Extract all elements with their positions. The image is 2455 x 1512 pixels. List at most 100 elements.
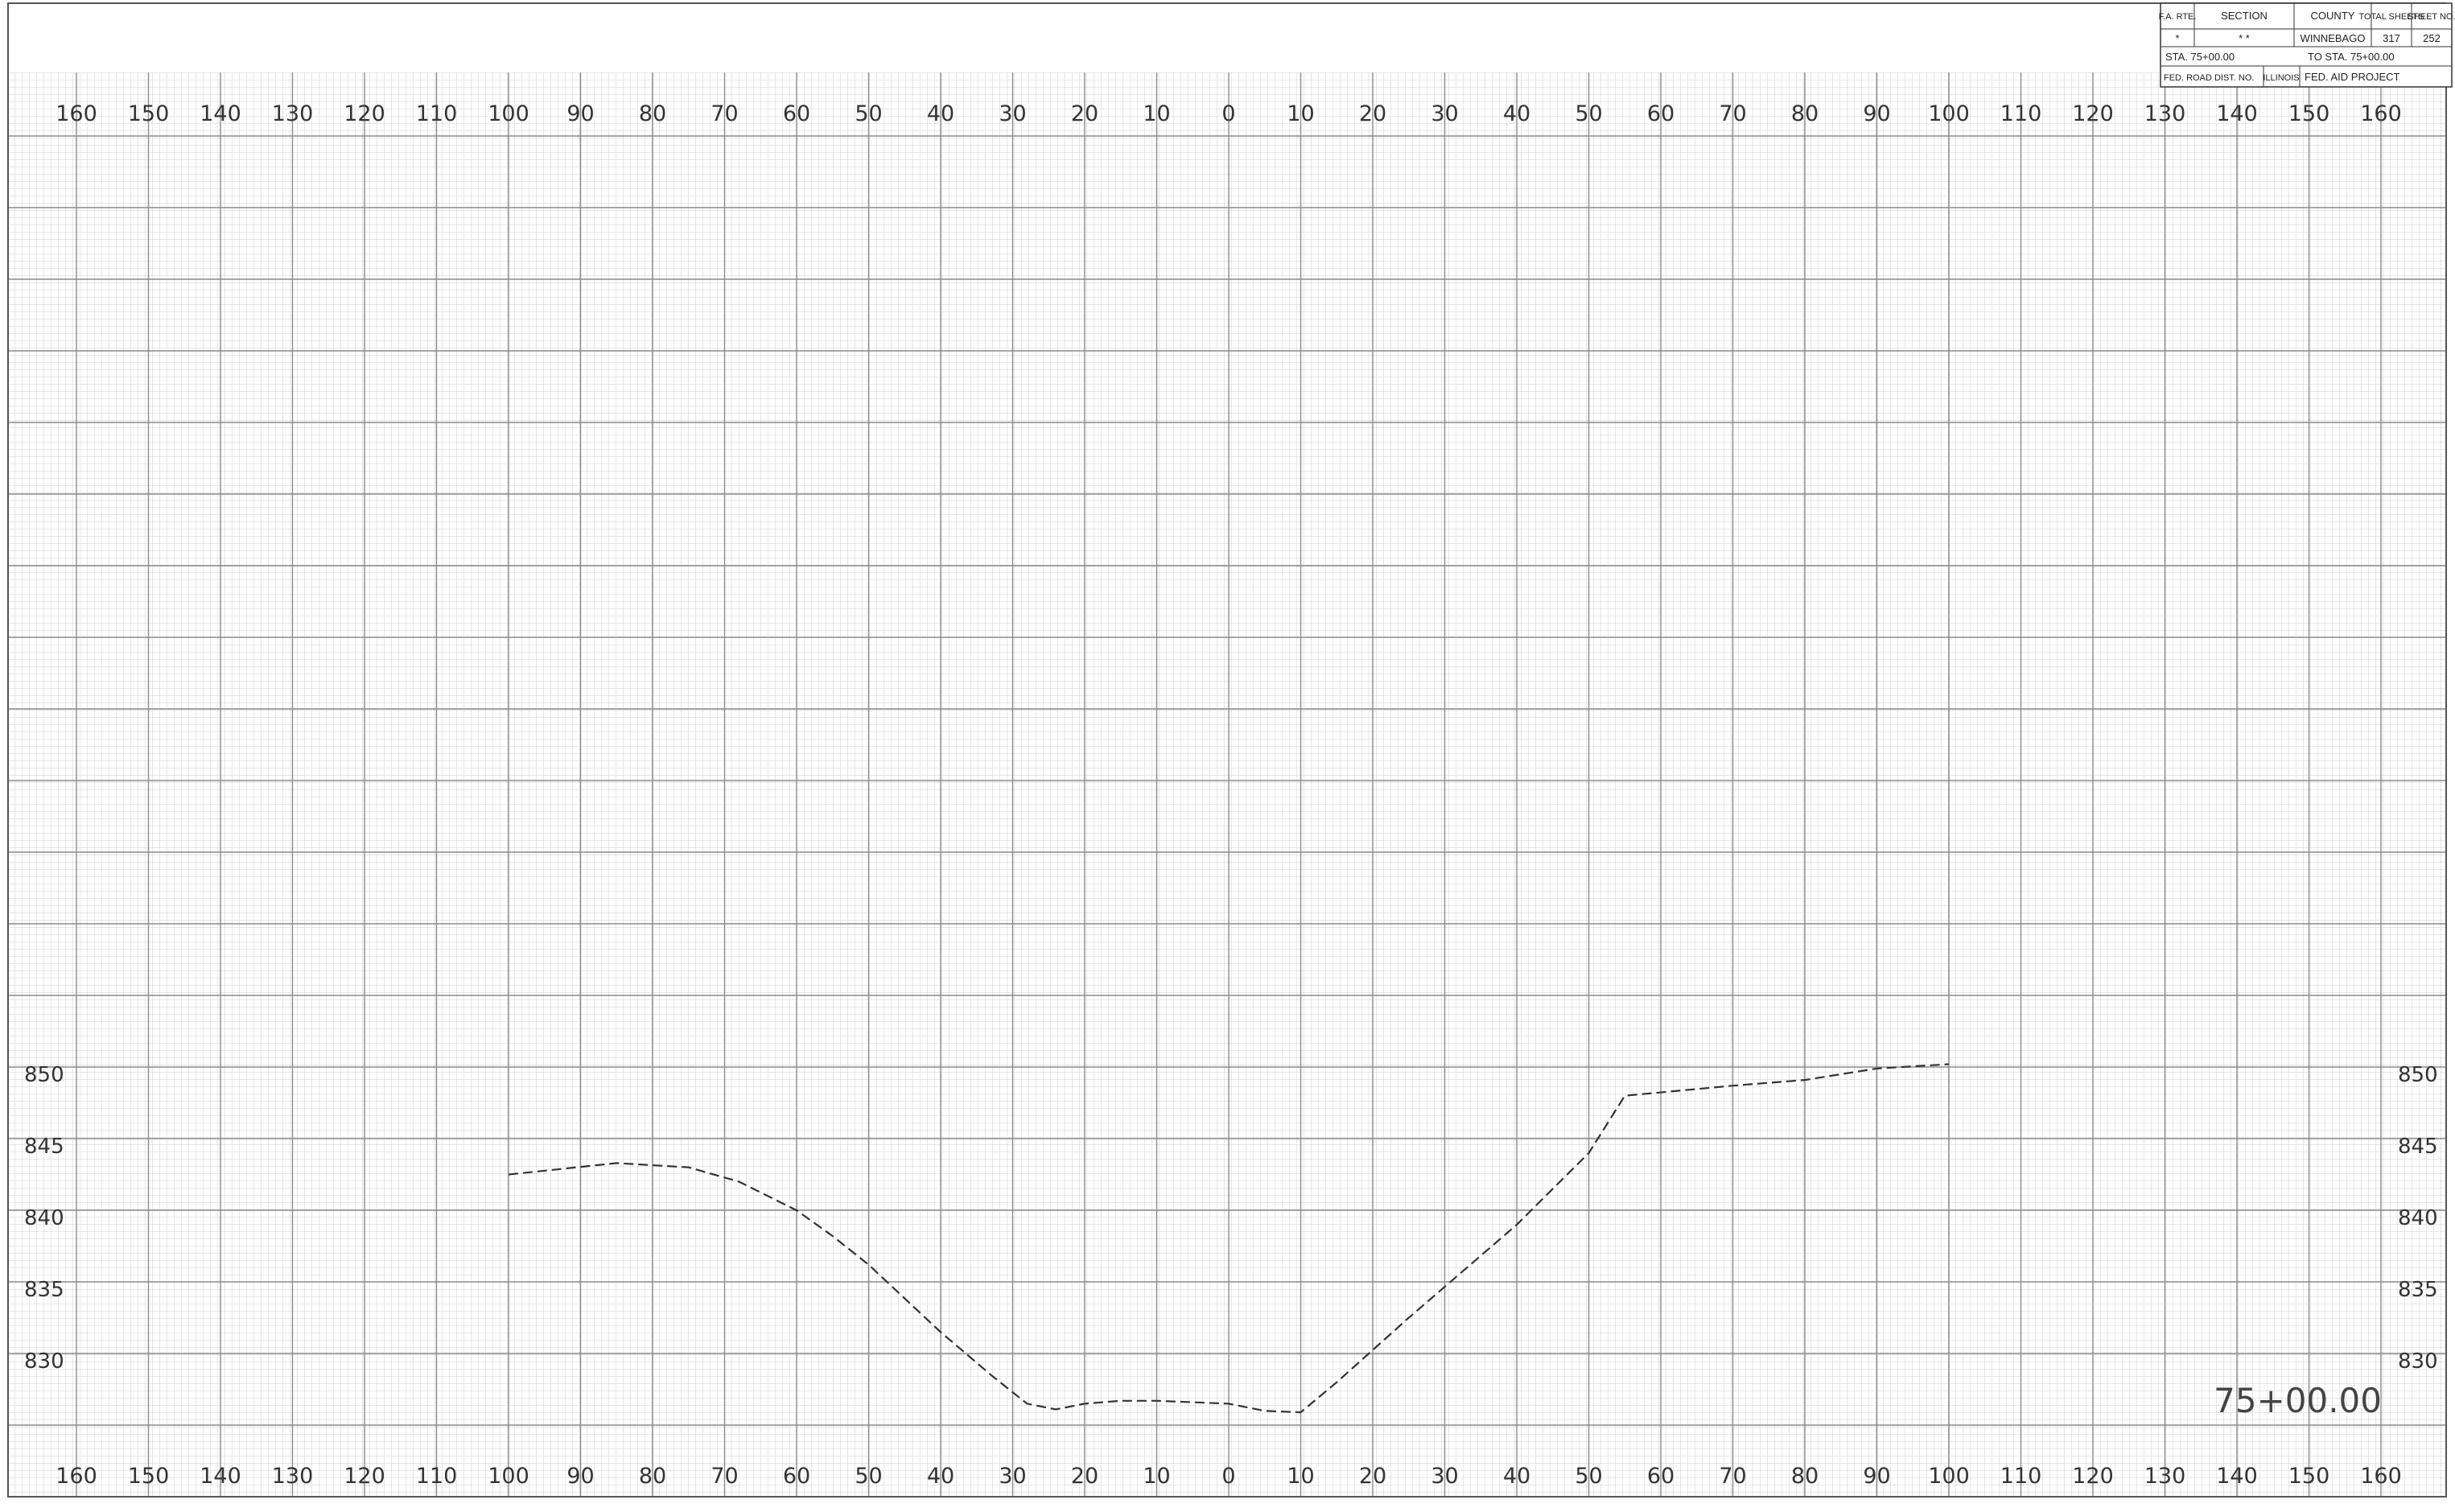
- section-label: SECTION: [2221, 10, 2268, 22]
- x-tick-label-top: 60: [1647, 101, 1674, 126]
- x-tick-label-top: 140: [2216, 101, 2258, 126]
- sta-to: TO STA. 75+00.00: [2308, 51, 2395, 63]
- x-tick-label-bottom: 50: [1575, 1464, 1602, 1489]
- x-tick-label-bottom: 110: [416, 1464, 458, 1489]
- x-tick-label-top: 90: [566, 101, 594, 126]
- x-tick-label-bottom: 120: [344, 1464, 385, 1489]
- x-tick-label-top: 20: [1359, 101, 1386, 126]
- x-tick-label-bottom: 110: [2000, 1464, 2042, 1489]
- fine-grid: [8, 72, 2446, 1497]
- x-tick-label-top: 20: [1071, 101, 1098, 126]
- x-tick-label-top: 150: [128, 101, 170, 126]
- y-axis-right: 850 845 840 835 830: [2398, 1063, 2438, 1374]
- x-tick-label-top: 10: [1287, 101, 1314, 126]
- y-tick-label-left: 850: [24, 1063, 64, 1087]
- x-tick-label-bottom: 70: [711, 1464, 738, 1489]
- total-sheets-value: 317: [2383, 32, 2400, 44]
- county-label: COUNTY: [2311, 10, 2355, 22]
- y-tick-label-right: 830: [2398, 1349, 2438, 1374]
- y-tick-label-left: 830: [24, 1349, 64, 1374]
- x-tick-label-top: 120: [2072, 101, 2114, 126]
- x-tick-label-bottom: 140: [2216, 1464, 2258, 1489]
- station-label: 75+00.00: [2214, 1381, 2382, 1420]
- y-axis-left: 850 845 840 835 830: [24, 1063, 64, 1374]
- sta-from: STA. 75+00.00: [2165, 51, 2235, 63]
- x-tick-label-bottom: 60: [1647, 1464, 1674, 1489]
- x-tick-label-top: 160: [56, 101, 97, 126]
- x-tick-label-bottom: 90: [566, 1464, 594, 1489]
- x-tick-label-top: 100: [1928, 101, 1970, 126]
- x-tick-label-bottom: 50: [855, 1464, 882, 1489]
- total-sheets-label: TOTAL SHEETS: [2358, 12, 2424, 22]
- y-tick-label-right: 835: [2398, 1278, 2438, 1302]
- x-tick-label-bottom: 100: [488, 1464, 529, 1489]
- y-tick-label-left: 845: [24, 1135, 64, 1159]
- x-tick-label-bottom: 80: [639, 1464, 666, 1489]
- x-tick-label-bottom: 70: [1719, 1464, 1746, 1489]
- county-value: WINNEBAGO: [2301, 32, 2366, 44]
- sheet-no-label: SHEET NO.: [2408, 12, 2455, 22]
- x-tick-label-bottom: 140: [200, 1464, 241, 1489]
- x-tick-label-bottom: 130: [2144, 1464, 2186, 1489]
- x-tick-label-top: 50: [855, 101, 882, 126]
- x-tick-label-top: 80: [1791, 101, 1819, 126]
- fa-rte-label: F.A. RTE.: [2159, 12, 2197, 22]
- x-tick-label-top: 140: [200, 101, 241, 126]
- x-tick-label-bottom: 90: [1863, 1464, 1890, 1489]
- major-grid: [7, 2, 2447, 1498]
- section-value: * *: [2239, 32, 2250, 44]
- x-tick-label-top: 40: [927, 101, 954, 126]
- x-tick-label-top: 30: [999, 101, 1026, 126]
- ground-profile-line: [508, 1063, 1950, 1414]
- x-tick-label-bottom: 150: [2288, 1464, 2330, 1489]
- y-tick-label-left: 835: [24, 1278, 64, 1302]
- x-tick-label-top: 120: [344, 101, 385, 126]
- sheet-border: [7, 2, 2447, 1498]
- x-tick-label-bottom: 100: [1928, 1464, 1970, 1489]
- x-tick-label-top: 0: [1221, 101, 1235, 126]
- x-axis-bottom: 160 150 140 130 120 110 100 90 80 70 60 50 40 30 20 10 0…: [56, 1464, 2402, 1489]
- x-tick-label-top: 10: [1143, 101, 1170, 126]
- x-tick-label-bottom: 30: [1431, 1464, 1458, 1489]
- x-tick-label-top: 100: [488, 101, 529, 126]
- x-tick-label-bottom: 40: [927, 1464, 954, 1489]
- x-tick-label-top: 150: [2288, 101, 2330, 126]
- title-block: F.A. RTE. SECTION COUNTY TOTAL SHEETS SH…: [2159, 2, 2455, 88]
- y-tick-label-right: 850: [2398, 1063, 2438, 1087]
- x-tick-label-bottom: 10: [1287, 1464, 1314, 1489]
- x-tick-label-top: 70: [1719, 101, 1746, 126]
- x-tick-label-bottom: 60: [783, 1464, 810, 1489]
- x-tick-label-top: 110: [2000, 101, 2042, 126]
- y-tick-label-right: 845: [2398, 1135, 2438, 1159]
- x-tick-label-top: 110: [416, 101, 458, 126]
- y-tick-label-right: 840: [2398, 1206, 2438, 1230]
- state: ILLINOIS: [2263, 73, 2299, 83]
- x-tick-label-top: 60: [783, 101, 810, 126]
- x-tick-label-top: 160: [2360, 101, 2402, 126]
- x-tick-label-bottom: 160: [56, 1464, 97, 1489]
- fed-road-dist: FED. ROAD DIST. NO.: [2164, 73, 2254, 83]
- x-axis-top: 160 150 140 130 120 110 100 90 80 70 60 50 40 30 20 10 0…: [56, 101, 2402, 126]
- x-tick-label-bottom: 40: [1503, 1464, 1530, 1489]
- x-tick-label-bottom: 150: [128, 1464, 170, 1489]
- x-tick-label-top: 80: [639, 101, 666, 126]
- x-tick-label-bottom: 80: [1791, 1464, 1819, 1489]
- x-tick-label-bottom: 160: [2360, 1464, 2402, 1489]
- x-tick-label-bottom: 130: [272, 1464, 314, 1489]
- x-tick-label-bottom: 120: [2072, 1464, 2114, 1489]
- x-tick-label-top: 30: [1431, 101, 1458, 126]
- x-tick-label-top: 70: [711, 101, 738, 126]
- x-tick-label-top: 130: [272, 101, 314, 126]
- y-tick-label-left: 840: [24, 1206, 64, 1230]
- x-tick-label-bottom: 20: [1359, 1464, 1386, 1489]
- fed-aid-project: FED. AID PROJECT: [2305, 71, 2400, 83]
- fa-rte-value: *: [2175, 32, 2179, 44]
- sheet-no-value: 252: [2423, 32, 2441, 44]
- x-tick-label-top: 90: [1863, 101, 1890, 126]
- x-tick-label-top: 130: [2144, 101, 2186, 126]
- x-tick-label-bottom: 20: [1071, 1464, 1098, 1489]
- x-tick-label-top: 50: [1575, 101, 1602, 126]
- x-tick-label-top: 40: [1503, 101, 1530, 126]
- x-tick-label-bottom: 0: [1221, 1464, 1235, 1489]
